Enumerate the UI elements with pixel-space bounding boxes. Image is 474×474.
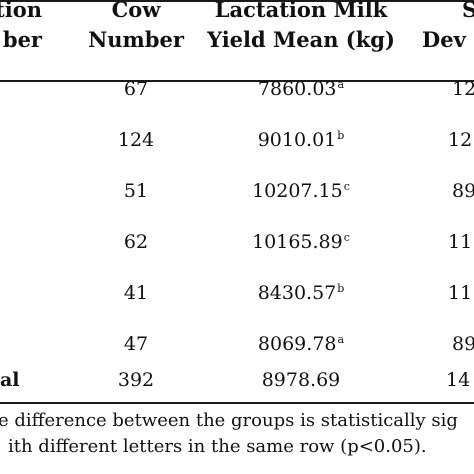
header-std-dev: S Dev bbox=[422, 0, 474, 55]
header-milk-yield: Lactation Milk Yield Mean (kg) bbox=[196, 0, 406, 55]
total-label: al bbox=[0, 369, 20, 391]
table-top-rule bbox=[0, 0, 474, 2]
std-dev-cell: 11 bbox=[448, 231, 473, 253]
milk-yield-value: 10207.15 bbox=[252, 180, 343, 202]
header-cow-number-line1: Cow bbox=[111, 0, 161, 22]
significance-letter: b bbox=[337, 129, 345, 142]
total-milk-yield: 8978.69 bbox=[261, 369, 341, 391]
header-std-dev-line1: S bbox=[462, 0, 474, 22]
header-col0-line2: ber bbox=[2, 27, 42, 52]
milk-yield-cell: 9010.01b bbox=[196, 127, 406, 153]
cow-number-cell: 124 bbox=[117, 129, 155, 151]
significance-letter: c bbox=[343, 180, 350, 193]
significance-letter: b bbox=[337, 282, 345, 295]
significance-letter: a bbox=[337, 78, 345, 91]
total-std-dev: 14 bbox=[446, 369, 471, 391]
milk-yield-cell: 10165.89c bbox=[196, 229, 406, 255]
header-col0-line1: tion bbox=[0, 0, 42, 22]
total-cow-number: 392 bbox=[117, 369, 155, 391]
std-dev-cell: 11 bbox=[448, 282, 473, 304]
header-std-dev-line2: Dev bbox=[422, 27, 466, 52]
std-dev-cell: 89 bbox=[452, 333, 474, 355]
footnote-line-2: ith different letters in the same row (p… bbox=[8, 436, 427, 457]
table-bottom-rule bbox=[0, 402, 474, 404]
significance-letter: a bbox=[337, 333, 345, 346]
header-milk-yield-line1: Lactation Milk bbox=[214, 0, 388, 22]
milk-yield-cell: 7860.03a bbox=[196, 76, 406, 102]
header-cow-number: Cow Number bbox=[66, 0, 206, 55]
header-milk-yield-line2: Yield Mean (kg) bbox=[207, 27, 395, 52]
std-dev-cell: 12 bbox=[452, 78, 474, 100]
cow-number-cell: 62 bbox=[123, 231, 149, 253]
milk-yield-value: 8069.78 bbox=[257, 333, 337, 355]
header-cow-number-line2: Number bbox=[88, 27, 184, 52]
milk-yield-cell: 8430.57b bbox=[196, 280, 406, 306]
milk-yield-value: 10165.89 bbox=[252, 231, 343, 253]
significance-letter: c bbox=[343, 231, 350, 244]
cow-number-cell: 41 bbox=[123, 282, 149, 304]
footnote-line-1: e difference between the groups is stati… bbox=[0, 410, 458, 431]
cow-number-cell: 47 bbox=[123, 333, 149, 355]
cow-number-cell: 67 bbox=[123, 78, 149, 100]
milk-yield-value: 7860.03 bbox=[257, 78, 337, 100]
header-bottom-rule bbox=[0, 80, 474, 82]
milk-yield-cell: 10207.15c bbox=[196, 178, 406, 204]
std-dev-cell: 12 bbox=[448, 129, 473, 151]
milk-yield-value: 8430.57 bbox=[257, 282, 337, 304]
milk-yield-cell: 8069.78a bbox=[196, 331, 406, 357]
cow-number-cell: 51 bbox=[123, 180, 149, 202]
std-dev-cell: 89 bbox=[452, 180, 474, 202]
header-col0: tion ber bbox=[0, 0, 42, 55]
milk-yield-value: 9010.01 bbox=[257, 129, 337, 151]
